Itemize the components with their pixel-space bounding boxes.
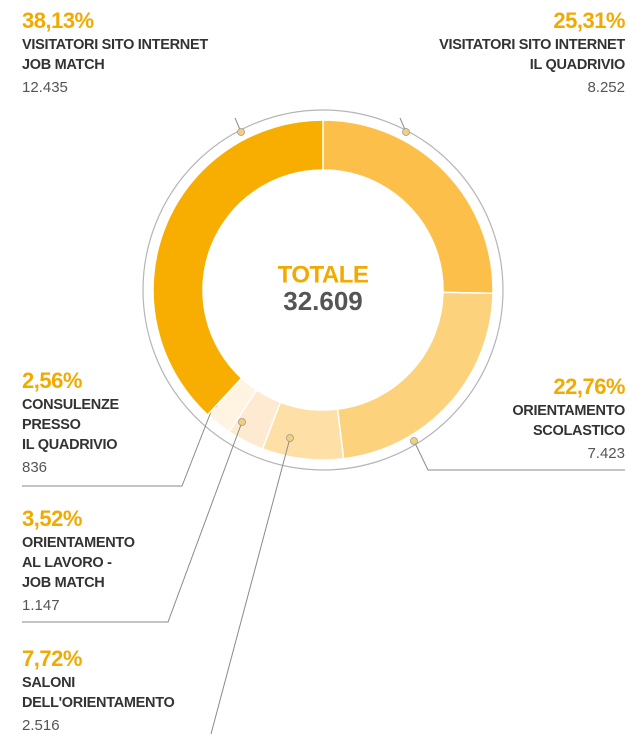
percent-label: 25,31% [553, 8, 625, 33]
donut-segment [152, 119, 324, 416]
count-label: 836 [22, 459, 47, 476]
category-label: VISITATORI SITO INTERNET [439, 37, 625, 53]
category-label: SCOLASTICO [533, 423, 625, 439]
leader-line [22, 421, 243, 623]
leader-dot [286, 434, 294, 442]
category-label: ORIENTAMENTO [22, 535, 135, 551]
category-label: PRESSO [22, 417, 81, 433]
count-label: 8.252 [587, 79, 625, 96]
leader-dot [410, 437, 418, 445]
percent-label: 22,76% [553, 374, 625, 399]
donut-segment [336, 291, 494, 460]
count-label: 7.423 [587, 445, 625, 462]
category-label: JOB MATCH [22, 575, 104, 591]
category-label: DELL'ORIENTAMENTO [22, 695, 174, 711]
percent-label: 2,56% [22, 368, 82, 393]
outer-ring [142, 109, 504, 471]
category-label: AL LAVORO - [22, 555, 112, 571]
center-total: 32.609 [283, 286, 363, 316]
count-label: 12.435 [22, 79, 68, 96]
category-label: IL QUADRIVIO [530, 57, 625, 73]
category-label: CONSULENZE [22, 397, 120, 413]
leader-dot [237, 128, 245, 136]
category-label: JOB MATCH [22, 57, 104, 73]
count-label: 2.516 [22, 717, 60, 734]
center-title: TOTALE [278, 261, 369, 288]
category-label: ORIENTAMENTO [512, 403, 625, 419]
leader-dot [238, 418, 246, 426]
leader-line [22, 403, 215, 487]
category-label: IL QUADRIVIO [22, 437, 117, 453]
percent-label: 3,52% [22, 506, 82, 531]
leader-dot [402, 128, 410, 136]
category-label: SALONI [22, 675, 75, 691]
percent-label: 38,13% [22, 8, 94, 33]
percent-label: 7,72% [22, 646, 82, 671]
leader-line [210, 437, 291, 734]
count-label: 1.147 [22, 597, 60, 614]
leader-line [413, 440, 625, 471]
category-label: VISITATORI SITO INTERNET [22, 37, 208, 53]
